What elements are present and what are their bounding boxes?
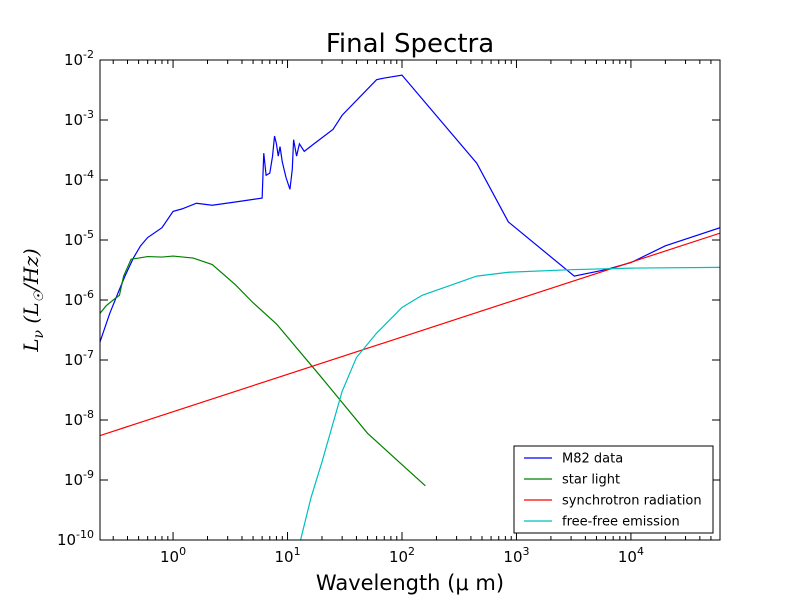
x-tick-label-1: 101: [274, 545, 300, 566]
legend-label-0: M82 data: [562, 452, 623, 467]
x-axis-label: Wavelength (μ m): [316, 571, 504, 595]
y-axis-label-main: L: [19, 338, 43, 352]
y-tick-label-0: 10-10: [57, 528, 94, 549]
y-axis-label-unit: /Hz): [19, 248, 43, 293]
y-tick-label-4: 10-6: [64, 288, 94, 309]
x-tick-label-0: 100: [160, 545, 186, 566]
series-line-2: [100, 232, 720, 437]
series-line-1: [100, 255, 426, 487]
legend-label-3: free-free emission: [562, 515, 680, 530]
x-tick-label-3: 103: [503, 545, 529, 566]
legend-box: [513, 445, 714, 534]
y-tick-label-8: 10-2: [64, 48, 94, 69]
x-tick-label-2: 102: [389, 545, 415, 566]
y-axis-label-sun: ☉: [32, 289, 47, 302]
y-axis-label-sub: ν: [31, 329, 47, 338]
legend-label-1: star light: [562, 473, 620, 488]
legend: M82 data star light synchrotron radiation f…: [513, 445, 714, 534]
y-tick-label-5: 10-5: [64, 228, 94, 249]
x-tick-label-4: 104: [618, 545, 644, 566]
y-tick-label-1: 10-9: [64, 468, 94, 489]
series-line-0: [100, 74, 720, 343]
y-tick-label-2: 10-8: [64, 408, 94, 429]
y-axis-label-rest: (L: [19, 302, 43, 329]
series-layer: [100, 74, 720, 540]
ticks-layer: 100 101 102 103 104 10-10 10-9 10-8 10-7 10-6 10-5…: [57, 48, 721, 566]
legend-label-2: synchrotron radiation: [562, 494, 702, 509]
chart-title: Final Spectra: [326, 29, 494, 59]
y-tick-label-7: 10-3: [64, 108, 94, 129]
y-tick-label-6: 10-4: [64, 168, 94, 189]
series-line-3: [299, 266, 720, 540]
y-axis-label: Lν (L☉/Hz): [19, 248, 47, 352]
y-tick-label-3: 10-7: [64, 348, 94, 369]
